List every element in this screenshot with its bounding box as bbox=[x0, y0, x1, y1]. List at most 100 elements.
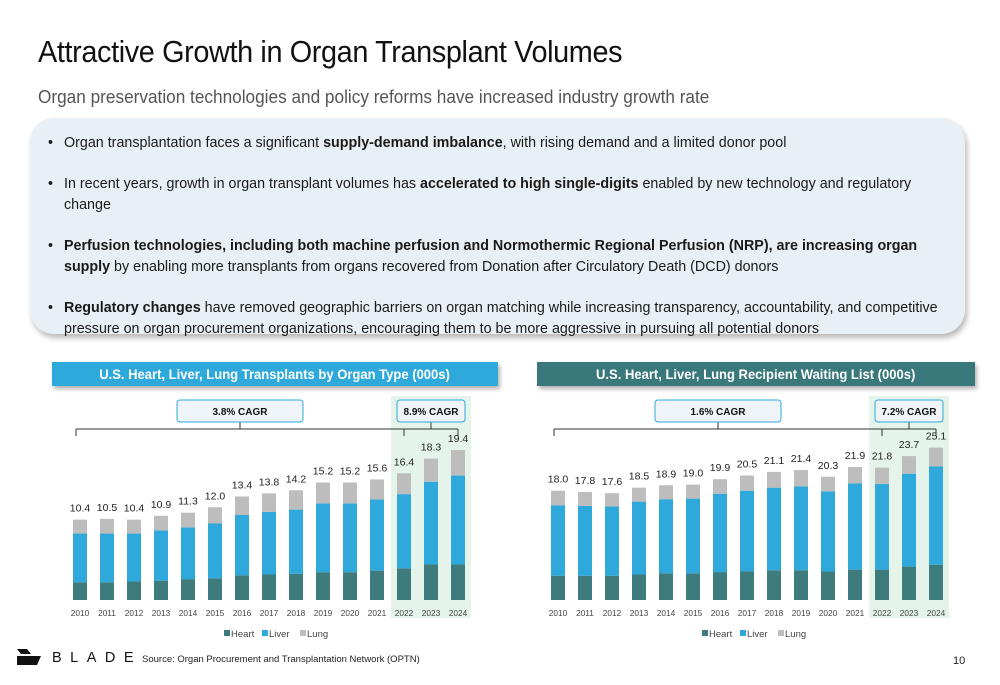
bar-segment-heart bbox=[397, 568, 411, 600]
brand-wordmark: BLADE bbox=[52, 650, 143, 666]
bar-segment-heart bbox=[632, 574, 646, 600]
bar-total-label: 13.8 bbox=[259, 476, 280, 488]
bar-segment-liver bbox=[262, 511, 276, 575]
bar-segment-lung bbox=[740, 475, 754, 491]
legend-label: Lung bbox=[307, 629, 328, 640]
bullet-item: Organ transplantation faces a significan… bbox=[48, 133, 958, 154]
bar-segment-lung bbox=[424, 458, 438, 482]
bar-segment-heart bbox=[181, 579, 195, 600]
bar-total-label: 10.4 bbox=[124, 503, 145, 515]
bar-segment-heart bbox=[902, 566, 916, 600]
year-tick-label: 2019 bbox=[792, 608, 811, 618]
bullet-bold-text: Regulatory changes bbox=[64, 300, 201, 317]
legend-swatch bbox=[740, 630, 746, 636]
bar-segment-heart bbox=[451, 564, 465, 600]
year-tick-label: 2023 bbox=[900, 608, 919, 618]
bar-segment-lung bbox=[659, 485, 673, 500]
bar-total-label: 11.3 bbox=[178, 496, 198, 508]
bullet-text: , with rising demand and a limited donor… bbox=[502, 135, 787, 151]
bar-segment-lung bbox=[578, 491, 592, 506]
bar-stack bbox=[713, 479, 727, 600]
page-title: Attractive Growth in Organ Transplant Vo… bbox=[38, 34, 623, 69]
bar-segment-lung bbox=[713, 479, 727, 494]
bullet-item: In recent years, growth in organ transpl… bbox=[48, 174, 958, 215]
year-tick-label: 2024 bbox=[927, 608, 946, 618]
chart-legend: Heart Liver Lung bbox=[702, 629, 806, 640]
bar-total-label: 20.5 bbox=[737, 459, 758, 471]
bar-segment-liver bbox=[73, 533, 87, 583]
bar-stack bbox=[659, 485, 673, 600]
bar-segment-liver bbox=[100, 533, 114, 583]
bar-stack bbox=[605, 493, 619, 600]
chart-title-transplants: U.S. Heart, Liver, Lung Transplants by O… bbox=[52, 362, 498, 386]
year-tick-label: 2015 bbox=[684, 608, 703, 618]
bar-total-label: 19.9 bbox=[710, 462, 731, 474]
bar-segment-heart bbox=[821, 571, 835, 600]
bar-segment-liver bbox=[929, 466, 943, 565]
bar-segment-liver bbox=[632, 501, 646, 575]
year-tick-label: 2011 bbox=[576, 608, 594, 618]
bar-total-label: 17.8 bbox=[575, 475, 596, 487]
year-tick-label: 2012 bbox=[603, 608, 622, 618]
bar-segment-lung bbox=[451, 450, 465, 476]
bar-segment-lung bbox=[316, 482, 330, 504]
bar-segment-liver bbox=[902, 473, 916, 567]
bar-segment-liver bbox=[424, 481, 438, 565]
chart-legend: Heart Liver Lung bbox=[224, 629, 328, 640]
bar-total-label: 15.2 bbox=[313, 466, 334, 478]
bar-stack bbox=[73, 519, 87, 600]
bar-total-label: 10.4 bbox=[70, 503, 91, 515]
bar-stack bbox=[262, 493, 276, 600]
bar-stack bbox=[848, 467, 862, 600]
bar-segment-heart bbox=[262, 574, 276, 600]
bar-segment-lung bbox=[208, 507, 222, 524]
bar-segment-liver bbox=[686, 498, 700, 574]
year-tick-label: 2018 bbox=[287, 608, 306, 618]
bar-segment-heart bbox=[659, 573, 673, 600]
bar-segment-heart bbox=[343, 572, 357, 600]
year-tick-label: 2020 bbox=[341, 608, 360, 618]
bar-segment-heart bbox=[551, 575, 565, 600]
bar-segment-liver bbox=[208, 523, 222, 579]
year-tick-label: 2010 bbox=[549, 608, 568, 618]
bar-segment-liver bbox=[794, 486, 808, 571]
legend-swatch bbox=[262, 630, 268, 636]
bar-total-label: 13.4 bbox=[232, 479, 253, 491]
year-tick-label: 2024 bbox=[449, 608, 468, 618]
bar-segment-heart bbox=[73, 582, 87, 600]
cagr-label: 7.2% CAGR bbox=[881, 407, 937, 418]
bar-total-label: 10.9 bbox=[151, 499, 172, 511]
bullet-text: enabled by new technology and regulatory… bbox=[64, 176, 912, 213]
cagr-bracket: 7.2% CAGR bbox=[874, 399, 944, 436]
bar-segment-lung bbox=[686, 484, 700, 499]
year-tick-label: 2016 bbox=[711, 608, 730, 618]
year-tick-label: 2023 bbox=[422, 608, 441, 618]
bullet-text: have removed geographic barriers on orga… bbox=[64, 300, 938, 337]
bar-stack bbox=[424, 458, 438, 600]
bar-segment-liver bbox=[289, 509, 303, 574]
year-tick-label: 2014 bbox=[179, 608, 198, 618]
bar-stack bbox=[154, 515, 168, 600]
bar-total-label: 10.5 bbox=[97, 502, 118, 514]
bar-segment-liver bbox=[767, 487, 781, 571]
bullet-item: Regulatory changes have removed geograph… bbox=[48, 298, 958, 339]
year-tick-label: 2014 bbox=[657, 608, 676, 618]
bar-stack bbox=[902, 456, 916, 600]
bar-total-label: 19.0 bbox=[683, 468, 704, 480]
bar-segment-liver bbox=[740, 490, 754, 572]
bar-segment-lung bbox=[100, 518, 114, 534]
bar-segment-lung bbox=[902, 456, 916, 474]
bullet-bold-text: supply-demand imbalance bbox=[323, 135, 503, 151]
bar-stack bbox=[551, 490, 565, 600]
bar-total-label: 17.6 bbox=[602, 476, 623, 488]
bar-segment-heart bbox=[235, 575, 249, 600]
year-tick-label: 2022 bbox=[873, 608, 892, 618]
bar-stack bbox=[740, 475, 754, 600]
legend-swatch bbox=[702, 630, 708, 636]
bar-total-label: 14.2 bbox=[286, 473, 307, 485]
year-tick-label: 2013 bbox=[152, 608, 171, 618]
blade-logo-icon bbox=[17, 649, 41, 665]
bar-stack bbox=[127, 519, 141, 600]
cagr-box bbox=[874, 399, 944, 423]
waiting-list-chart: 1.6% CAGR 7.2% CAGR 18.0 2010 17.8 2011 17.6 20… bbox=[548, 396, 949, 640]
